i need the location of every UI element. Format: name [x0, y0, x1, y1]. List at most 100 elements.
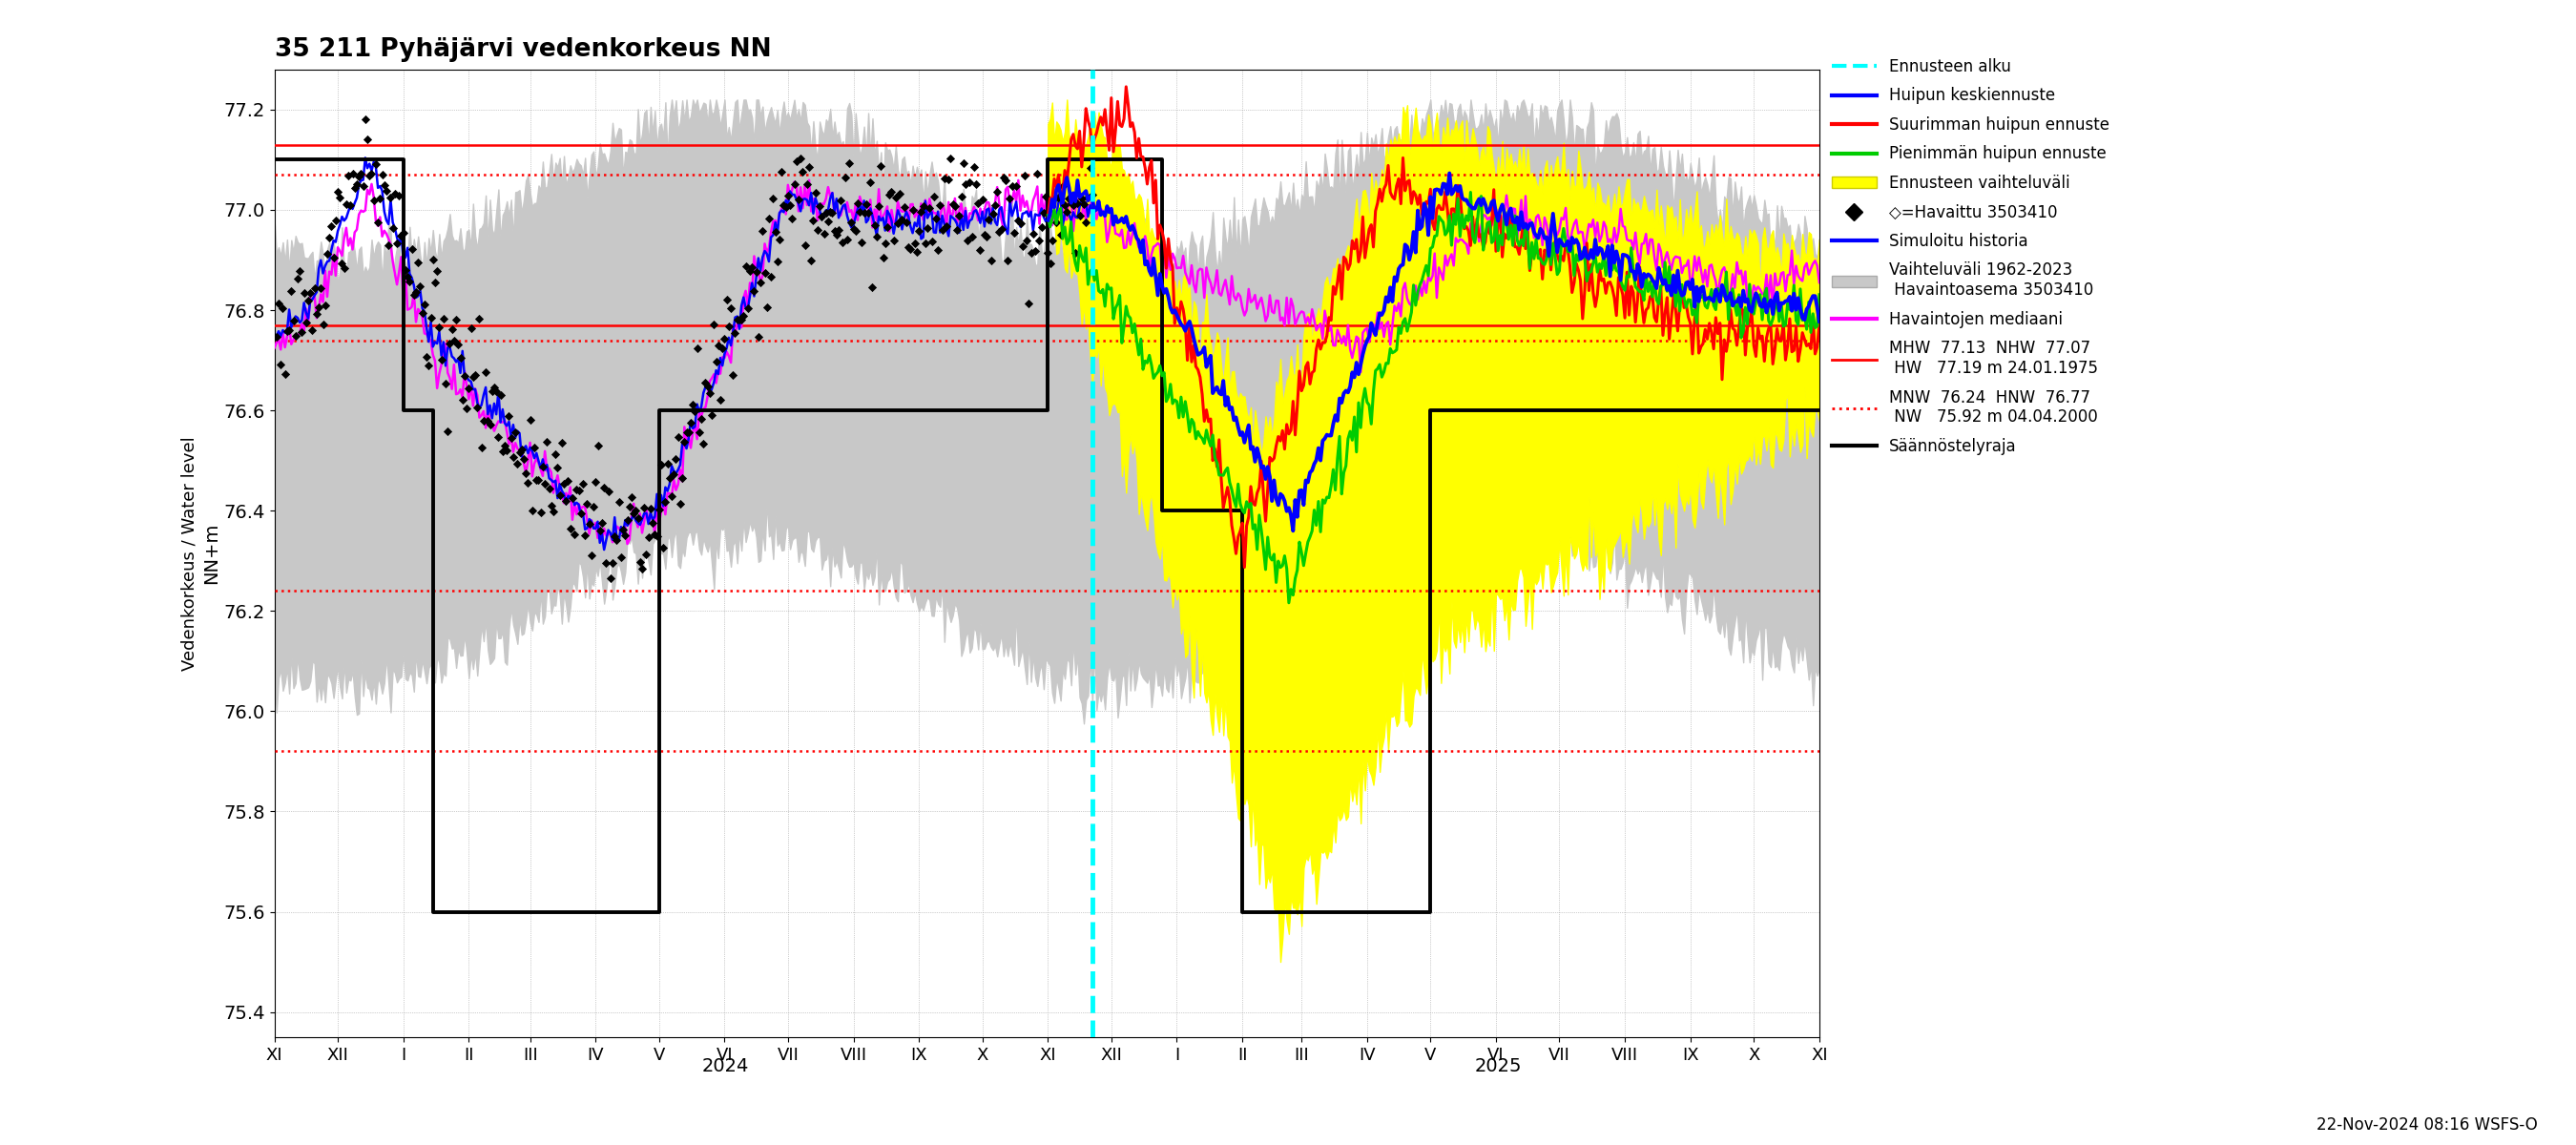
Point [345, 110, 386, 128]
Point [670, 413, 711, 432]
Point [446, 398, 487, 417]
Point [817, 226, 858, 244]
Point [984, 172, 1025, 190]
Point [840, 203, 881, 221]
Point [984, 168, 1025, 187]
Point [278, 261, 319, 279]
Point [832, 220, 873, 238]
Point [1046, 203, 1087, 221]
Point [829, 153, 871, 172]
Point [979, 223, 1020, 242]
Point [276, 326, 317, 345]
Point [739, 274, 781, 292]
Point [917, 240, 958, 259]
Point [636, 528, 677, 546]
Point [440, 349, 482, 368]
Point [999, 214, 1041, 232]
Point [902, 197, 943, 215]
Point [551, 489, 592, 507]
Point [559, 505, 600, 523]
Point [1030, 231, 1072, 250]
Point [430, 334, 471, 353]
Point [796, 221, 837, 239]
Point [858, 197, 899, 215]
Point [943, 155, 984, 173]
Point [368, 236, 410, 254]
Point [443, 368, 484, 386]
Point [863, 248, 904, 267]
Point [407, 356, 448, 374]
Point [502, 450, 544, 468]
Point [265, 322, 307, 340]
Point [1056, 195, 1097, 213]
Point [605, 526, 647, 544]
Point [471, 382, 513, 401]
Point [871, 183, 912, 202]
Point [376, 235, 417, 253]
Point [428, 423, 469, 441]
Point [482, 442, 523, 460]
Point [1030, 254, 1072, 273]
Point [335, 179, 376, 197]
Point [536, 445, 577, 464]
Point [484, 436, 526, 455]
Point [902, 203, 943, 221]
Point [963, 226, 1005, 244]
Point [961, 190, 1002, 208]
Point [585, 479, 626, 497]
Point [577, 436, 618, 455]
Point [974, 197, 1015, 215]
Point [392, 240, 433, 259]
Point [603, 521, 644, 539]
Point [430, 321, 471, 339]
Point [263, 299, 304, 317]
Point [337, 174, 379, 192]
Point [639, 500, 680, 519]
Point [348, 131, 389, 149]
Point [1043, 196, 1084, 214]
Point [623, 498, 665, 516]
Point [819, 191, 860, 210]
Point [567, 495, 608, 513]
Point [1066, 189, 1108, 207]
Point [502, 440, 544, 458]
Point [770, 196, 811, 214]
Point [417, 261, 459, 279]
Point [422, 309, 464, 327]
Point [309, 228, 350, 246]
Point [291, 321, 332, 339]
Point [459, 309, 500, 327]
Point [255, 327, 296, 346]
Point [587, 482, 629, 500]
Point [987, 252, 1028, 270]
Point [956, 175, 997, 194]
Point [912, 188, 953, 206]
Point [1072, 185, 1113, 204]
Point [896, 243, 938, 261]
Point [317, 182, 358, 200]
Point [294, 279, 335, 298]
Point [698, 337, 739, 355]
Point [811, 203, 853, 221]
Point [379, 187, 420, 205]
Point [399, 277, 440, 295]
Point [559, 482, 600, 500]
Point [371, 188, 412, 206]
Point [889, 238, 930, 256]
Point [925, 216, 966, 235]
Point [992, 177, 1033, 196]
Point [662, 469, 703, 488]
Point [526, 432, 567, 450]
Point [690, 384, 732, 402]
Point [301, 278, 343, 297]
Point [677, 339, 719, 357]
Point [464, 412, 505, 431]
Point [953, 158, 994, 176]
Point [644, 493, 685, 512]
Point [935, 197, 976, 215]
Point [397, 253, 438, 271]
Point [438, 335, 479, 354]
Point [886, 213, 927, 231]
Point [827, 230, 868, 248]
Point [631, 499, 672, 518]
